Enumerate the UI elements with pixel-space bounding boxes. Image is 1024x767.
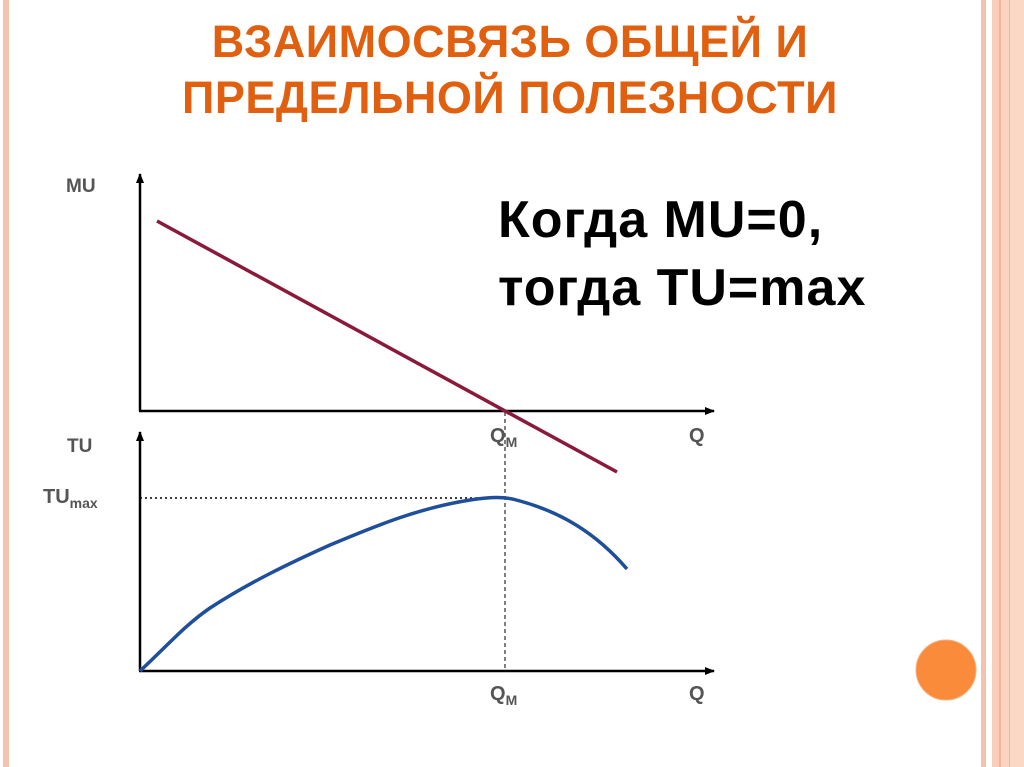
tumax-label: TUmax (43, 486, 98, 511)
statement-line2: тогда TU=max (498, 259, 867, 317)
top-qm-label: QM (490, 425, 517, 450)
tu-curve (138, 495, 629, 673)
decorative-orange-circle (915, 639, 977, 701)
top-q-axis-label: Q (689, 425, 705, 447)
left-border-stripe (3, 0, 9, 767)
mu-line (156, 219, 618, 474)
statement-line1: Когда MU=0, (498, 191, 824, 249)
right-border-band (992, 0, 1024, 767)
mu-axis-label: MU (66, 176, 96, 197)
right-border-thin-stripe (981, 0, 986, 767)
slide-title-line2: ПРЕДЕЛЬНОЙ ПОЛЕЗНОСТИ (182, 72, 838, 123)
slide-title-line1: ВЗАИМОСВЯЗЬ ОБЩЕЙ И (211, 16, 809, 67)
bottom-qm-label: QM (490, 683, 517, 708)
bottom-q-axis-label: Q (689, 683, 705, 705)
tu-axis-label: TU (67, 436, 92, 457)
